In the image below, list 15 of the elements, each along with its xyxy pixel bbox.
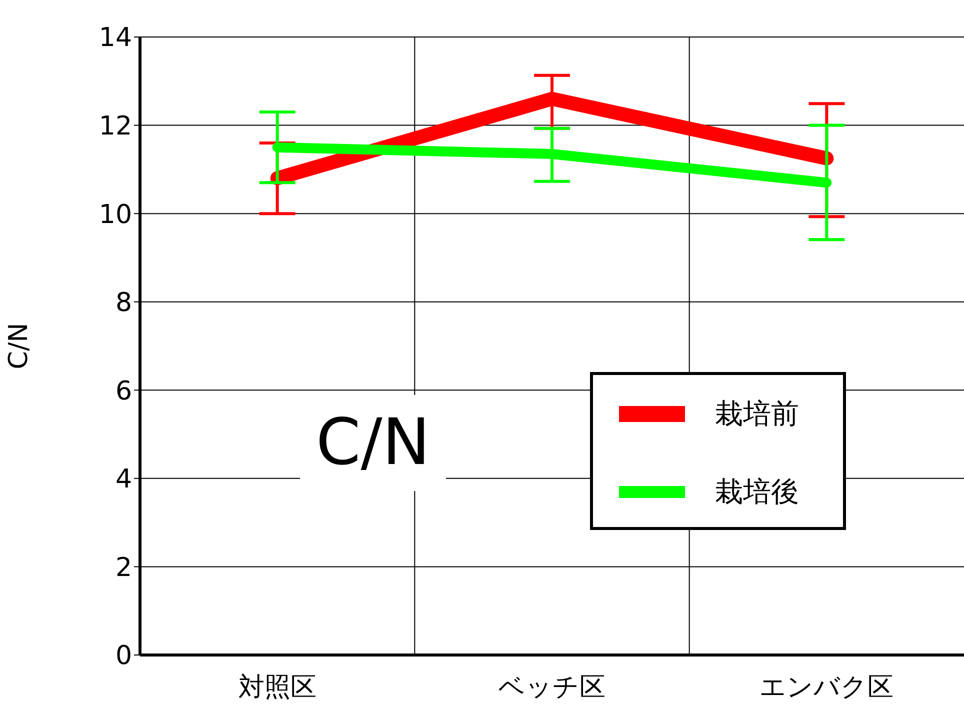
y-axis-title: C/N <box>4 322 34 370</box>
legend-label: 栽培前 <box>715 396 799 432</box>
x-tick-label: ベッチ区 <box>498 672 606 702</box>
y-tick-label: 2 <box>115 552 132 583</box>
y-tick-label: 6 <box>115 376 132 406</box>
legend-label: 栽培後 <box>715 474 799 510</box>
y-tick-label: 12 <box>98 112 132 142</box>
y-tick-label: 4 <box>115 464 132 495</box>
x-tick-label: エンバク区 <box>760 672 894 702</box>
y-tick-label: 0 <box>115 641 132 672</box>
y-tick-label: 8 <box>115 288 132 318</box>
x-tick-label: 対照区 <box>238 672 316 702</box>
y-tick-label: 10 <box>98 200 132 230</box>
y-tick-label: 14 <box>98 23 132 54</box>
annotation: C/N <box>300 395 446 491</box>
